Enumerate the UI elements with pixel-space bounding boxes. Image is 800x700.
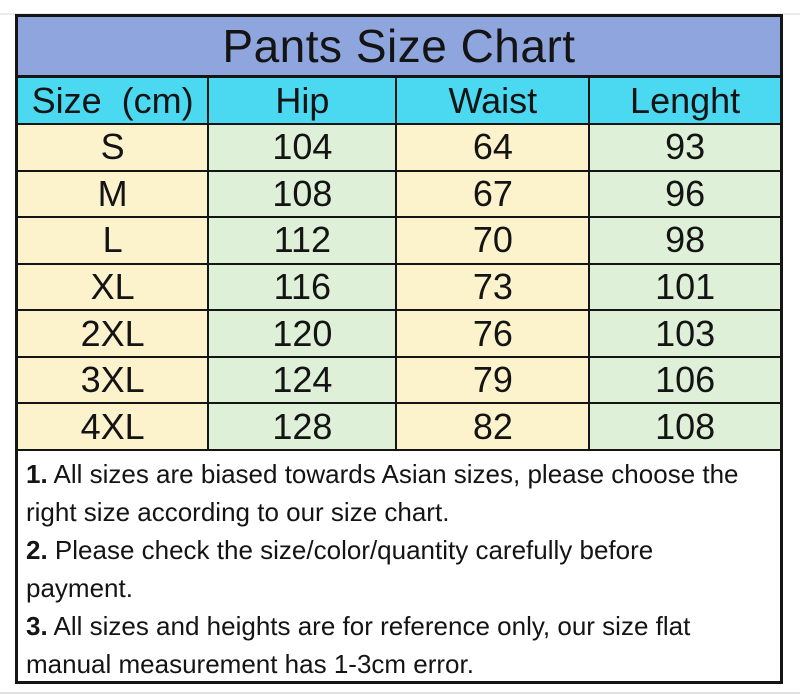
table-row-l: L 112 70 98 [18,218,780,265]
cell-hip: 108 [209,171,398,217]
cell-hip: 120 [209,311,398,356]
cell-size: S [18,125,210,170]
note-text: Please check the size/color/quantity car… [26,535,654,603]
notes-section: 1. All sizes are biased towards Asian si… [18,451,780,681]
note-item-1: 1. All sizes are biased towards Asian si… [26,455,770,531]
cell-length: 101 [590,264,780,310]
cell-length: 93 [590,125,780,170]
note-number: 1. [26,459,48,489]
cell-length: 108 [590,404,780,450]
cell-length: 106 [590,357,780,403]
table-row-s: S 104 64 93 [18,125,780,172]
column-header-length: Lenght [590,78,780,123]
table-row-xl: XL 116 73 101 [18,264,780,312]
size-chart-table: Pants Size Chart Size (cm) Hip Waist Len… [15,14,783,684]
cell-length: 103 [590,311,780,356]
note-item-3: 3. All sizes and heights are for referen… [26,607,770,681]
column-header-size: Size (cm) [18,78,210,123]
note-item-2: 2. Please check the size/color/quantity … [26,531,770,607]
cell-size: 3XL [18,357,210,403]
cell-size: L [18,218,210,263]
table-row-m: M 108 67 96 [18,171,780,219]
cell-size: XL [18,264,210,310]
column-header-hip: Hip [209,78,398,123]
table-row-3xl: 3XL 124 79 106 [18,357,780,405]
cell-waist: 73 [397,264,591,310]
note-number: 3. [26,611,48,641]
cell-size: M [18,171,210,217]
cell-size: 2XL [18,311,210,356]
note-text: All sizes and heights are for reference … [26,611,691,679]
table-row-2xl: 2XL 120 76 103 [18,311,780,358]
cell-hip: 128 [209,404,398,450]
cell-hip: 124 [209,357,398,403]
cell-hip: 116 [209,264,398,310]
table-body: S 104 64 93 M 108 67 96 L 112 70 98 XL 1… [18,125,780,452]
table-row-4xl: 4XL 128 82 108 [18,404,780,452]
cell-waist: 70 [397,218,591,263]
table-title: Pants Size Chart [18,17,780,78]
note-number: 2. [26,535,48,565]
cell-waist: 82 [397,404,591,450]
cell-waist: 64 [397,125,591,170]
table-header-row: Size (cm) Hip Waist Lenght [18,78,780,125]
column-header-waist: Waist [397,78,591,123]
cell-length: 96 [590,171,780,217]
cell-length: 98 [590,218,780,263]
cell-waist: 76 [397,311,591,356]
cell-waist: 67 [397,171,591,217]
cell-hip: 112 [209,218,398,263]
note-text: All sizes are biased towards Asian sizes… [26,459,739,527]
bottom-divider-line [0,692,800,694]
cell-waist: 79 [397,357,591,403]
cell-hip: 104 [209,125,398,170]
cell-size: 4XL [18,404,210,450]
